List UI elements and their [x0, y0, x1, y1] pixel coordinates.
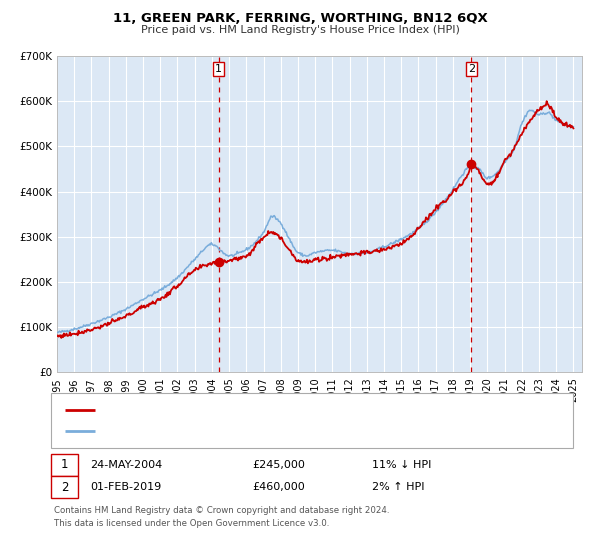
Text: This data is licensed under the Open Government Licence v3.0.: This data is licensed under the Open Gov…	[54, 519, 329, 528]
Text: 2: 2	[468, 64, 475, 74]
Text: 11% ↓ HPI: 11% ↓ HPI	[372, 460, 431, 470]
Text: 24-MAY-2004: 24-MAY-2004	[90, 460, 162, 470]
Text: HPI: Average price, detached house, Arun: HPI: Average price, detached house, Arun	[101, 426, 309, 436]
Text: £460,000: £460,000	[252, 482, 305, 492]
Text: 1: 1	[215, 64, 222, 74]
Text: 1: 1	[61, 458, 68, 472]
Text: 01-FEB-2019: 01-FEB-2019	[90, 482, 161, 492]
Text: 2% ↑ HPI: 2% ↑ HPI	[372, 482, 425, 492]
Text: Price paid vs. HM Land Registry's House Price Index (HPI): Price paid vs. HM Land Registry's House …	[140, 25, 460, 35]
Text: 11, GREEN PARK, FERRING, WORTHING, BN12 6QX: 11, GREEN PARK, FERRING, WORTHING, BN12 …	[113, 12, 487, 25]
Text: £245,000: £245,000	[252, 460, 305, 470]
Text: 11, GREEN PARK, FERRING, WORTHING, BN12 6QX (detached house): 11, GREEN PARK, FERRING, WORTHING, BN12 …	[101, 405, 443, 415]
Text: 2: 2	[61, 480, 68, 494]
Text: Contains HM Land Registry data © Crown copyright and database right 2024.: Contains HM Land Registry data © Crown c…	[54, 506, 389, 515]
